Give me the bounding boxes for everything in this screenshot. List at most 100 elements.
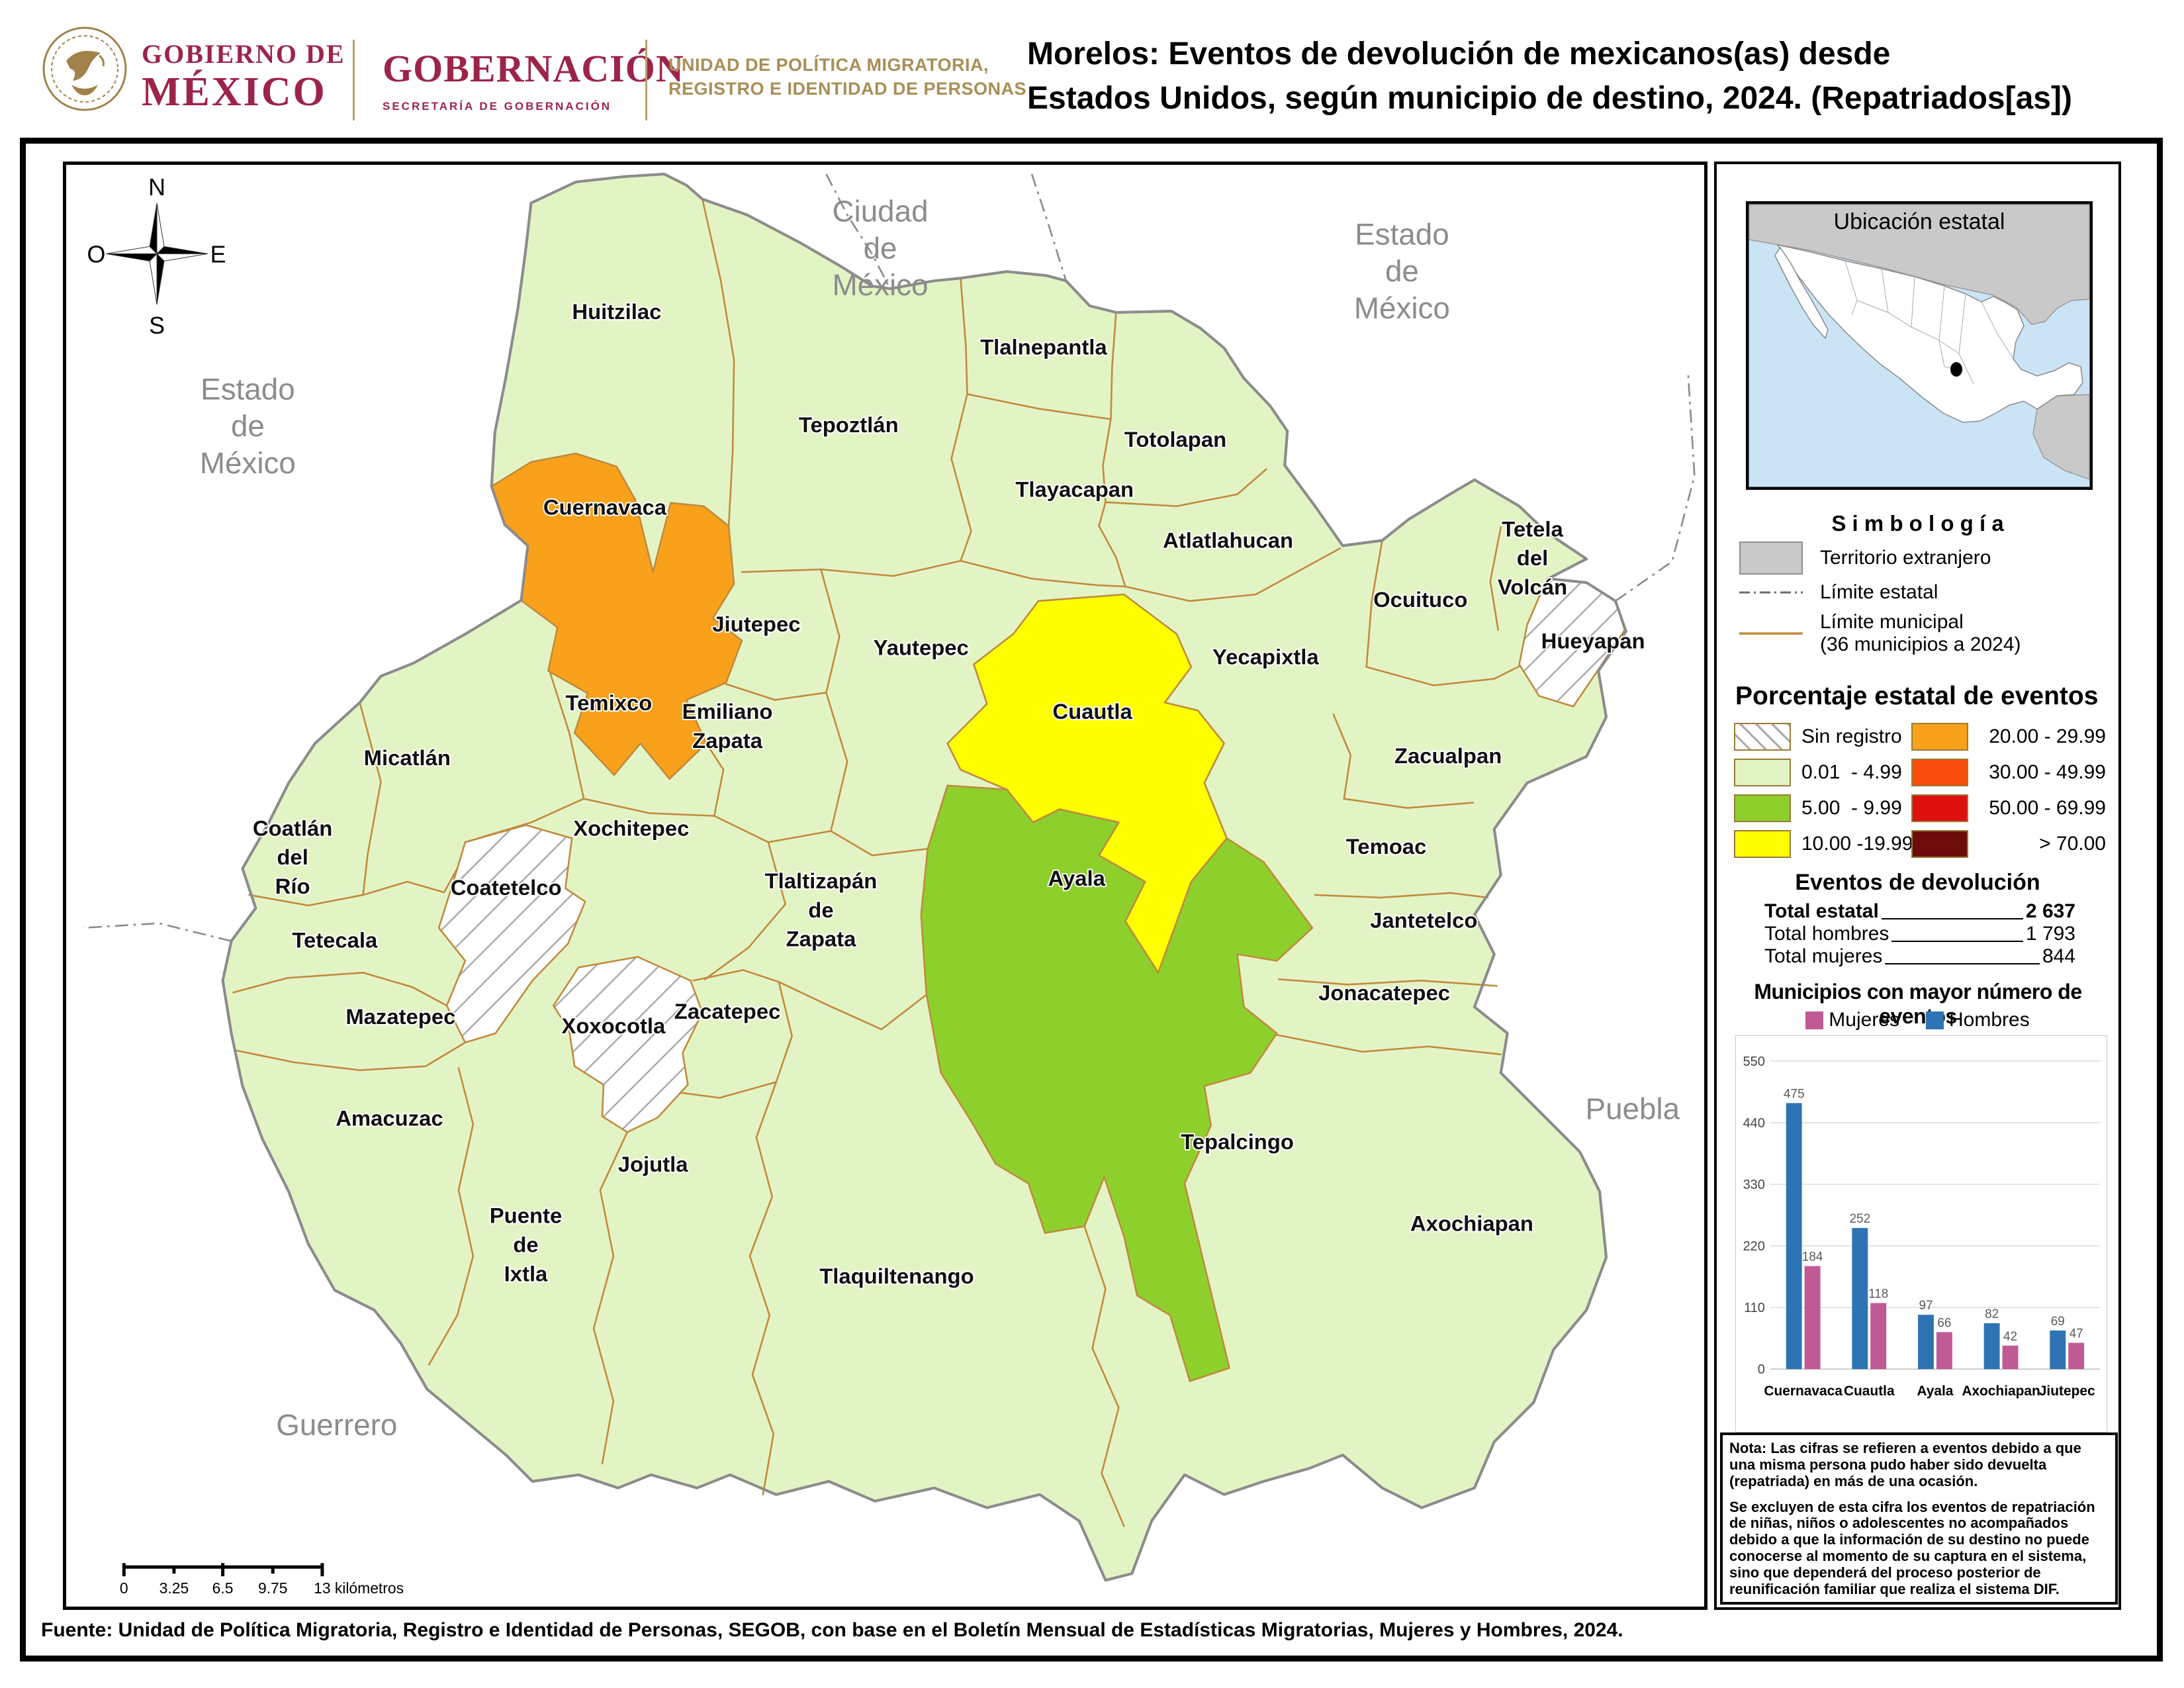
foreign-territory-swatch [1739, 541, 1803, 575]
stat-row: Total estatal 2 637 [1764, 900, 2075, 922]
legend-item: 0.01 - 4.99 [1734, 755, 1911, 790]
bar-mujeres [2068, 1342, 2085, 1370]
svg-text:330: 330 [1743, 1178, 1765, 1192]
inset-title: Ubicación estatal [1834, 209, 2005, 234]
title-line-1: Morelos: Eventos de devolución de mexica… [1027, 36, 1891, 71]
svg-text:118: 118 [1868, 1287, 1888, 1301]
compass-n: N [148, 174, 165, 201]
map-state-label: Estado de México [1354, 217, 1450, 324]
svg-text:440: 440 [1743, 1116, 1765, 1131]
note-paragraph-1: Nota: Las cifras se refieren a eventos d… [1729, 1440, 2081, 1489]
page-header: GOBIERNO DE MÉXICO GOBERNACIÓN SECRETARÍ… [0, 0, 2184, 136]
map-municipality-label: Tepoztlán [799, 412, 899, 437]
map-municipality-label: Tlaltizapán de Zapata [765, 868, 878, 951]
legend-swatch [1734, 794, 1791, 822]
compass-e: E [210, 241, 226, 267]
gobernacion-subtitle: SECRETARÍA DE GOBERNACIÓN [383, 100, 612, 113]
svg-text:Ayala: Ayala [1917, 1383, 1953, 1399]
region-xoxocotla [553, 956, 704, 1133]
mexico-seal-icon [42, 26, 127, 111]
chart-legend-item: Hombres [1926, 1009, 2030, 1031]
stat-row: Total mujeres 844 [1764, 945, 2075, 967]
brand-line-bottom: MÉXICO [142, 70, 327, 115]
inset-usa-shape [1749, 204, 2090, 325]
gobierno-de-mexico-logo: GOBIERNO DE MÉXICO [142, 41, 345, 113]
map-municipality-label: Temoac [1346, 834, 1427, 859]
svg-text:220: 220 [1743, 1239, 1765, 1254]
map-municipality-label: Mazatepec [345, 1004, 455, 1029]
legend-swatch [1911, 830, 1968, 858]
map-municipality-label: Ocuituco [1373, 587, 1467, 612]
map-municipality-label: Micatlán [364, 745, 451, 770]
map-panel: N S E O 0 3.25 6.5 9.75 13 kilómetros Es… [63, 162, 1707, 1610]
unit-line-2: REGISTRO E IDENTIDAD DE PERSONAS [668, 79, 1027, 99]
svg-text:Jiutepec: Jiutepec [2039, 1383, 2095, 1399]
symbology-label: Límite municipal (36 municipios a 2024) [1820, 610, 2021, 656]
chart-legend-item: Mujeres [1805, 1009, 1899, 1031]
map-municipality-label: Yecapixtla [1212, 645, 1319, 669]
state-limit-line-icon [1739, 591, 1803, 594]
legend-label: 50.00 - 69.99 [1989, 797, 2106, 819]
legend-item: 20.00 - 29.99 [1911, 719, 2106, 755]
map-municipality-label: Axochiapan [1410, 1211, 1533, 1236]
gobernacion-wordmark: GOBERNACIÓN [383, 47, 684, 90]
svg-text:69: 69 [2051, 1315, 2065, 1329]
map-municipality-label: Xoxocotla [561, 1013, 666, 1038]
legend-swatch [1734, 759, 1791, 786]
choropleth-legend-title: Porcentaje estatal de eventos [1735, 682, 2099, 710]
state-limit-lines [83, 173, 1696, 942]
svg-text:66: 66 [1937, 1316, 1951, 1330]
morelos-map: N S E O 0 3.25 6.5 9.75 13 kilómetros Es… [83, 172, 1696, 1597]
legend-item: Sin registro [1734, 719, 1911, 755]
map-municipality-label: Puente de Ixtla [490, 1203, 562, 1286]
header-divider-2 [645, 40, 647, 120]
legend-swatch [1911, 794, 1968, 822]
symbology-label: Territorio extranjero [1820, 546, 1991, 569]
bar-hombres [1983, 1323, 2000, 1370]
svg-text:82: 82 [1985, 1307, 1999, 1321]
legend-label: 5.00 - 9.99 [1801, 797, 1902, 819]
page-title: Morelos: Eventos de devolución de mexica… [1027, 32, 2152, 120]
scale-tick-0: 0 [120, 1579, 128, 1597]
scale-bar [122, 1563, 324, 1577]
chart-legend-chip [1805, 1011, 1824, 1029]
svg-text:550: 550 [1743, 1055, 1765, 1069]
bar-mujeres [1936, 1332, 1952, 1370]
svg-text:Axochiapan: Axochiapan [1962, 1383, 2040, 1399]
legend-label: Sin registro [1801, 726, 1902, 747]
municipality-labels: Huitzilac Tlalnepantla Tepoztlán Totolapan T… [251, 298, 1647, 1289]
legend-swatch [1734, 723, 1791, 751]
map-municipality-label: Coatlán del Río [253, 816, 332, 898]
map-municipality-label: Jantetelco [1370, 908, 1477, 933]
bar-hombres [1852, 1228, 1868, 1370]
stats-rows: Total estatal 2 637 Total hombres 1 793 Tota… [1764, 900, 2075, 968]
map-state-label: Guerrero [276, 1408, 397, 1442]
region-cuernavaca [490, 452, 743, 780]
legend-swatch [1734, 830, 1791, 858]
map-municipality-label: Tetela del Volcán [1498, 516, 1567, 599]
neighbor-state-labels: Estado de México Ciudad de México Estado de Méxi… [200, 195, 1680, 1442]
symbology-label: Límite estatal [1820, 581, 1938, 603]
svg-text:184: 184 [1802, 1250, 1823, 1264]
inset-morelos-marker [1950, 362, 1962, 377]
notes-box: Nota: Las cifras se refieren a eventos d… [1720, 1432, 2118, 1605]
chart-legend: Mujeres Hombres [1717, 1009, 2118, 1031]
bar-mujeres [2002, 1345, 2019, 1370]
compass-s: S [149, 312, 165, 339]
map-municipality-label: Tetecala [292, 928, 378, 953]
map-municipality-label: Cuernavaca [543, 495, 667, 520]
municipal-borders [232, 198, 1522, 1527]
scale-unit: kilómetros [335, 1579, 404, 1597]
map-state-label: Ciudad de México [833, 195, 929, 302]
bar-hombres [1786, 1103, 1802, 1370]
legend-label: 0.01 - 4.99 [1801, 761, 1902, 783]
legend-label: 20.00 - 29.99 [1989, 726, 2106, 747]
region-coatetelco [437, 824, 586, 1044]
legend-item: > 70.00 [1911, 826, 2106, 862]
svg-text:Cuautla: Cuautla [1844, 1383, 1895, 1399]
svg-text:110: 110 [1744, 1301, 1765, 1315]
scale-tick-3: 9.75 [258, 1579, 288, 1597]
map-municipality-label: Coatetelco [451, 875, 562, 900]
symbology-item-state-limit: Límite estatal [1739, 581, 2097, 604]
choropleth-legend: Sin registro 0.01 - 4.99 5.00 - 9.99 10.00 … [1734, 719, 2106, 862]
